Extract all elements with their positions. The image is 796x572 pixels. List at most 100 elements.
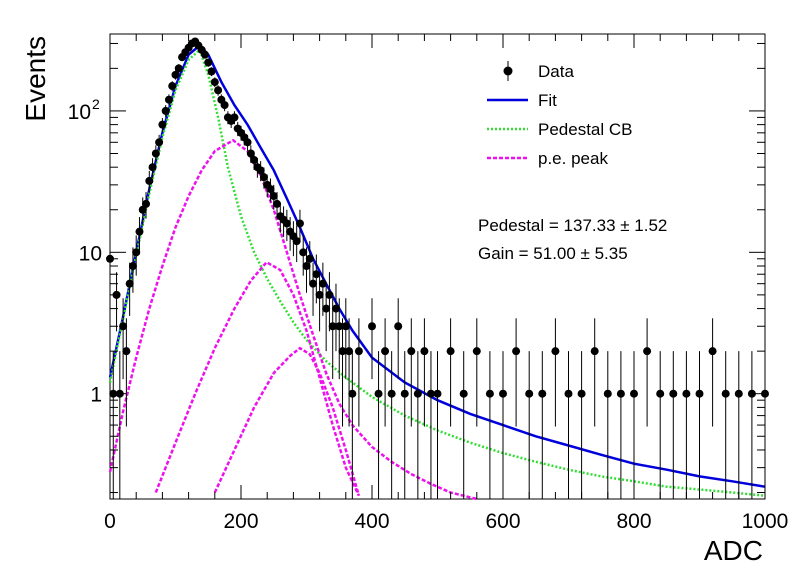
data-point bbox=[148, 158, 157, 178]
data-point bbox=[151, 145, 160, 163]
data-point bbox=[446, 318, 455, 427]
data-point bbox=[394, 298, 403, 380]
data-point bbox=[119, 298, 128, 380]
x-axis: 0 200 400 600 800 1000 bbox=[104, 34, 788, 533]
data-point bbox=[695, 351, 704, 499]
data-point bbox=[210, 77, 219, 88]
data-point bbox=[538, 351, 547, 499]
svg-text:p.e. peak: p.e. peak bbox=[538, 149, 608, 168]
data-point bbox=[161, 105, 170, 118]
svg-text:Pedestal CB: Pedestal CB bbox=[538, 120, 633, 139]
data-point bbox=[354, 318, 363, 427]
y-tick-label-exponent: 2 bbox=[92, 96, 100, 112]
svg-text:Data: Data bbox=[538, 62, 574, 81]
curve-p-e-peak-5 bbox=[213, 346, 361, 497]
data-point bbox=[341, 298, 350, 380]
curve-pedestal-cb-2 bbox=[108, 47, 766, 497]
data-point bbox=[485, 351, 494, 499]
curve-p-e-peak-4 bbox=[154, 260, 361, 497]
data-point bbox=[345, 318, 354, 427]
data-point bbox=[512, 318, 521, 427]
data-point bbox=[295, 209, 304, 242]
data-point bbox=[400, 351, 409, 499]
x-axis-label: ADC bbox=[704, 535, 763, 566]
data-point bbox=[200, 50, 209, 59]
x-tick-label: 400 bbox=[354, 510, 389, 533]
x-tick-label: 800 bbox=[616, 510, 651, 533]
y-axis-label: Events bbox=[20, 36, 51, 122]
data-point bbox=[368, 298, 376, 380]
data-point bbox=[207, 67, 216, 77]
data-point bbox=[132, 235, 141, 276]
data-point bbox=[564, 351, 573, 499]
data-point bbox=[338, 318, 347, 427]
data-point bbox=[282, 209, 291, 242]
data-point bbox=[525, 351, 534, 499]
data-point bbox=[721, 351, 730, 499]
data-point bbox=[407, 318, 416, 427]
data-point bbox=[420, 318, 429, 427]
data-point bbox=[122, 318, 131, 427]
data-point bbox=[135, 217, 144, 251]
data-point bbox=[158, 118, 167, 132]
x-tick-label: 1000 bbox=[742, 510, 789, 533]
legend-entry-p-e-peak: p.e. peak bbox=[487, 149, 608, 168]
data-point bbox=[328, 298, 337, 380]
data-point bbox=[305, 241, 314, 284]
legend-entry-data: Data bbox=[503, 61, 574, 81]
y-tick-label: 1 bbox=[90, 384, 102, 407]
data-point bbox=[214, 85, 223, 96]
data-point bbox=[309, 262, 318, 316]
data-point bbox=[472, 318, 481, 427]
data-point bbox=[413, 351, 422, 499]
data-point bbox=[656, 351, 665, 499]
data-point bbox=[669, 351, 678, 499]
data-point bbox=[125, 262, 134, 316]
data-point bbox=[551, 318, 560, 427]
y-tick-label: 10 bbox=[68, 101, 91, 124]
data-point bbox=[426, 351, 435, 499]
data-point bbox=[174, 64, 183, 73]
data-point bbox=[145, 170, 154, 193]
data-point bbox=[630, 351, 638, 499]
legend: Data Fit Pedestal CB p.e. peak bbox=[487, 61, 633, 168]
data-point bbox=[590, 318, 599, 427]
data-point bbox=[292, 225, 301, 263]
data-point bbox=[204, 58, 213, 67]
data-point bbox=[220, 99, 229, 112]
data-point bbox=[230, 111, 239, 125]
data-point bbox=[142, 192, 151, 219]
x-tick-label: 200 bbox=[223, 510, 258, 533]
x-tick-label: 0 bbox=[104, 510, 116, 533]
data-point bbox=[616, 351, 625, 499]
data-point bbox=[433, 351, 442, 499]
annotation-pedestal: Pedestal = 137.33 ± 1.52 bbox=[478, 216, 667, 235]
data-point bbox=[331, 283, 340, 352]
annotation-gain: Gain = 51.00 ± 5.35 bbox=[478, 244, 628, 263]
data-point bbox=[381, 318, 390, 427]
x-tick-label: 600 bbox=[485, 510, 520, 533]
data-point bbox=[168, 81, 177, 92]
data-point bbox=[387, 351, 396, 499]
data-point bbox=[171, 70, 180, 80]
data-point bbox=[299, 235, 308, 276]
data-point bbox=[335, 298, 344, 380]
data-point bbox=[302, 247, 311, 293]
data-point bbox=[155, 134, 164, 151]
data-points-layer bbox=[106, 37, 769, 499]
data-point bbox=[682, 351, 691, 499]
data-point bbox=[128, 247, 137, 293]
data-point bbox=[708, 318, 717, 427]
data-point bbox=[734, 351, 743, 499]
data-point bbox=[243, 134, 252, 151]
data-point bbox=[374, 351, 383, 499]
data-point bbox=[164, 94, 173, 106]
data-point bbox=[348, 351, 357, 499]
data-point bbox=[603, 351, 612, 499]
data-point bbox=[577, 351, 586, 499]
legend-entry-pedestal-cb: Pedestal CB bbox=[487, 120, 633, 139]
data-point bbox=[499, 351, 507, 499]
data-point bbox=[246, 145, 255, 163]
